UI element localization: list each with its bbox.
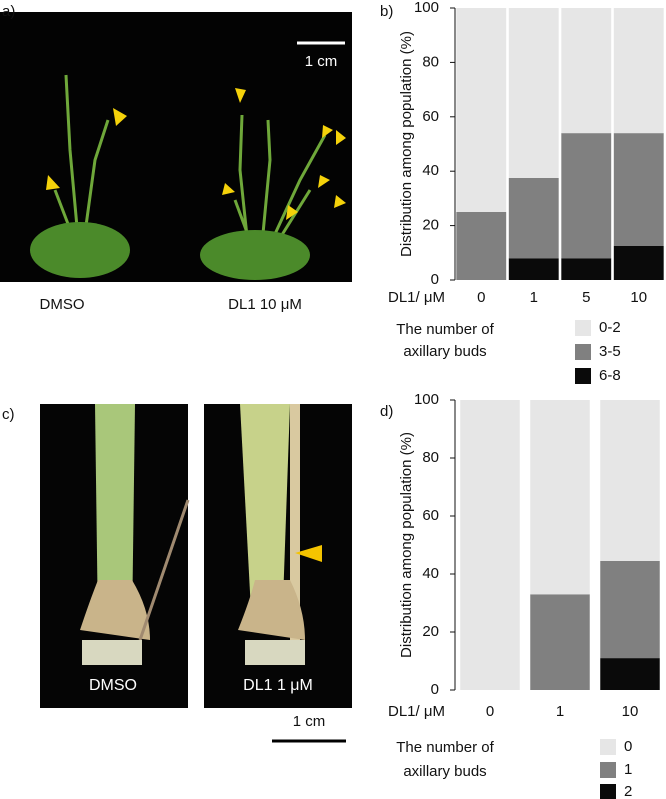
bar-segment bbox=[613, 246, 664, 280]
photo-label: DL1 1 μM bbox=[243, 677, 313, 694]
y-axis-title: Distribution among population (%) bbox=[398, 432, 415, 658]
legend-swatch bbox=[575, 344, 591, 360]
bar-segment bbox=[600, 560, 660, 659]
bar-segment bbox=[561, 133, 612, 259]
y-tick-label: 40 bbox=[422, 162, 439, 179]
photo-a: 1 cm bbox=[0, 12, 352, 282]
legend-swatch bbox=[600, 762, 616, 778]
scale-label: 1 cm bbox=[305, 53, 338, 70]
x-tick-label: 0 bbox=[486, 703, 494, 720]
legend-label: 1 bbox=[624, 761, 632, 778]
bar-segment bbox=[508, 8, 559, 178]
legend-label: 3-5 bbox=[599, 343, 621, 360]
bar-segment bbox=[456, 212, 507, 280]
y-tick-label: 60 bbox=[422, 108, 439, 125]
y-tick-label: 80 bbox=[422, 449, 439, 466]
bar-segment bbox=[561, 8, 612, 134]
legend-label: 0-2 bbox=[599, 319, 621, 336]
y-tick-label: 100 bbox=[414, 0, 439, 16]
x-tick-label: 10 bbox=[630, 289, 647, 306]
x-tick-label: 1 bbox=[556, 703, 564, 720]
y-tick-label: 60 bbox=[422, 507, 439, 524]
bar-segment bbox=[561, 258, 612, 280]
bar-segment bbox=[530, 400, 590, 595]
bar-segment bbox=[508, 258, 559, 280]
photo-label: DL1 10 μM bbox=[228, 296, 302, 313]
y-tick-label: 40 bbox=[422, 565, 439, 582]
photo-c: DMSO DL1 1 μM bbox=[40, 404, 352, 708]
legend-swatch bbox=[600, 784, 616, 799]
panel-label: b) bbox=[380, 3, 393, 20]
x-tick-label: 0 bbox=[477, 289, 485, 306]
y-tick-label: 0 bbox=[431, 271, 439, 288]
bar-segment bbox=[600, 658, 660, 690]
legend-swatch bbox=[575, 368, 591, 384]
legend-label: 0 bbox=[624, 738, 632, 755]
y-tick-label: 80 bbox=[422, 53, 439, 70]
y-tick-label: 20 bbox=[422, 623, 439, 640]
bar-segment bbox=[530, 594, 590, 690]
y-tick-label: 100 bbox=[414, 391, 439, 408]
scale-label: 1 cm bbox=[293, 713, 326, 730]
x-tick-label: 5 bbox=[582, 289, 590, 306]
legend-title: The number of bbox=[396, 739, 494, 756]
legend-title: axillary buds bbox=[403, 763, 486, 780]
legend-swatch bbox=[600, 739, 616, 755]
legend-title: axillary buds bbox=[403, 343, 486, 360]
photo-label: DMSO bbox=[89, 677, 137, 694]
photo-label: DMSO bbox=[40, 296, 85, 313]
bar-segment bbox=[460, 400, 520, 690]
bar-segment bbox=[613, 8, 664, 134]
bar-segment bbox=[600, 400, 660, 561]
bar-segment bbox=[508, 178, 559, 259]
x-tick-label: 10 bbox=[622, 703, 639, 720]
legend-label: 2 bbox=[624, 783, 632, 799]
x-tick-label: 1 bbox=[530, 289, 538, 306]
bar-segment bbox=[456, 8, 507, 212]
y-tick-label: 20 bbox=[422, 217, 439, 234]
legend-title: The number of bbox=[396, 321, 494, 338]
x-axis-title: DL1/ μM bbox=[388, 289, 445, 306]
y-axis-title: Distribution among population (%) bbox=[398, 31, 415, 257]
y-tick-label: 0 bbox=[431, 681, 439, 698]
bar-segment bbox=[613, 133, 664, 246]
panel-label: c) bbox=[2, 406, 15, 423]
legend-label: 6-8 bbox=[599, 367, 621, 384]
x-axis-title: DL1/ μM bbox=[388, 703, 445, 720]
panel-label: d) bbox=[380, 403, 393, 420]
legend-swatch bbox=[575, 320, 591, 336]
panel-label: a) bbox=[2, 3, 15, 20]
